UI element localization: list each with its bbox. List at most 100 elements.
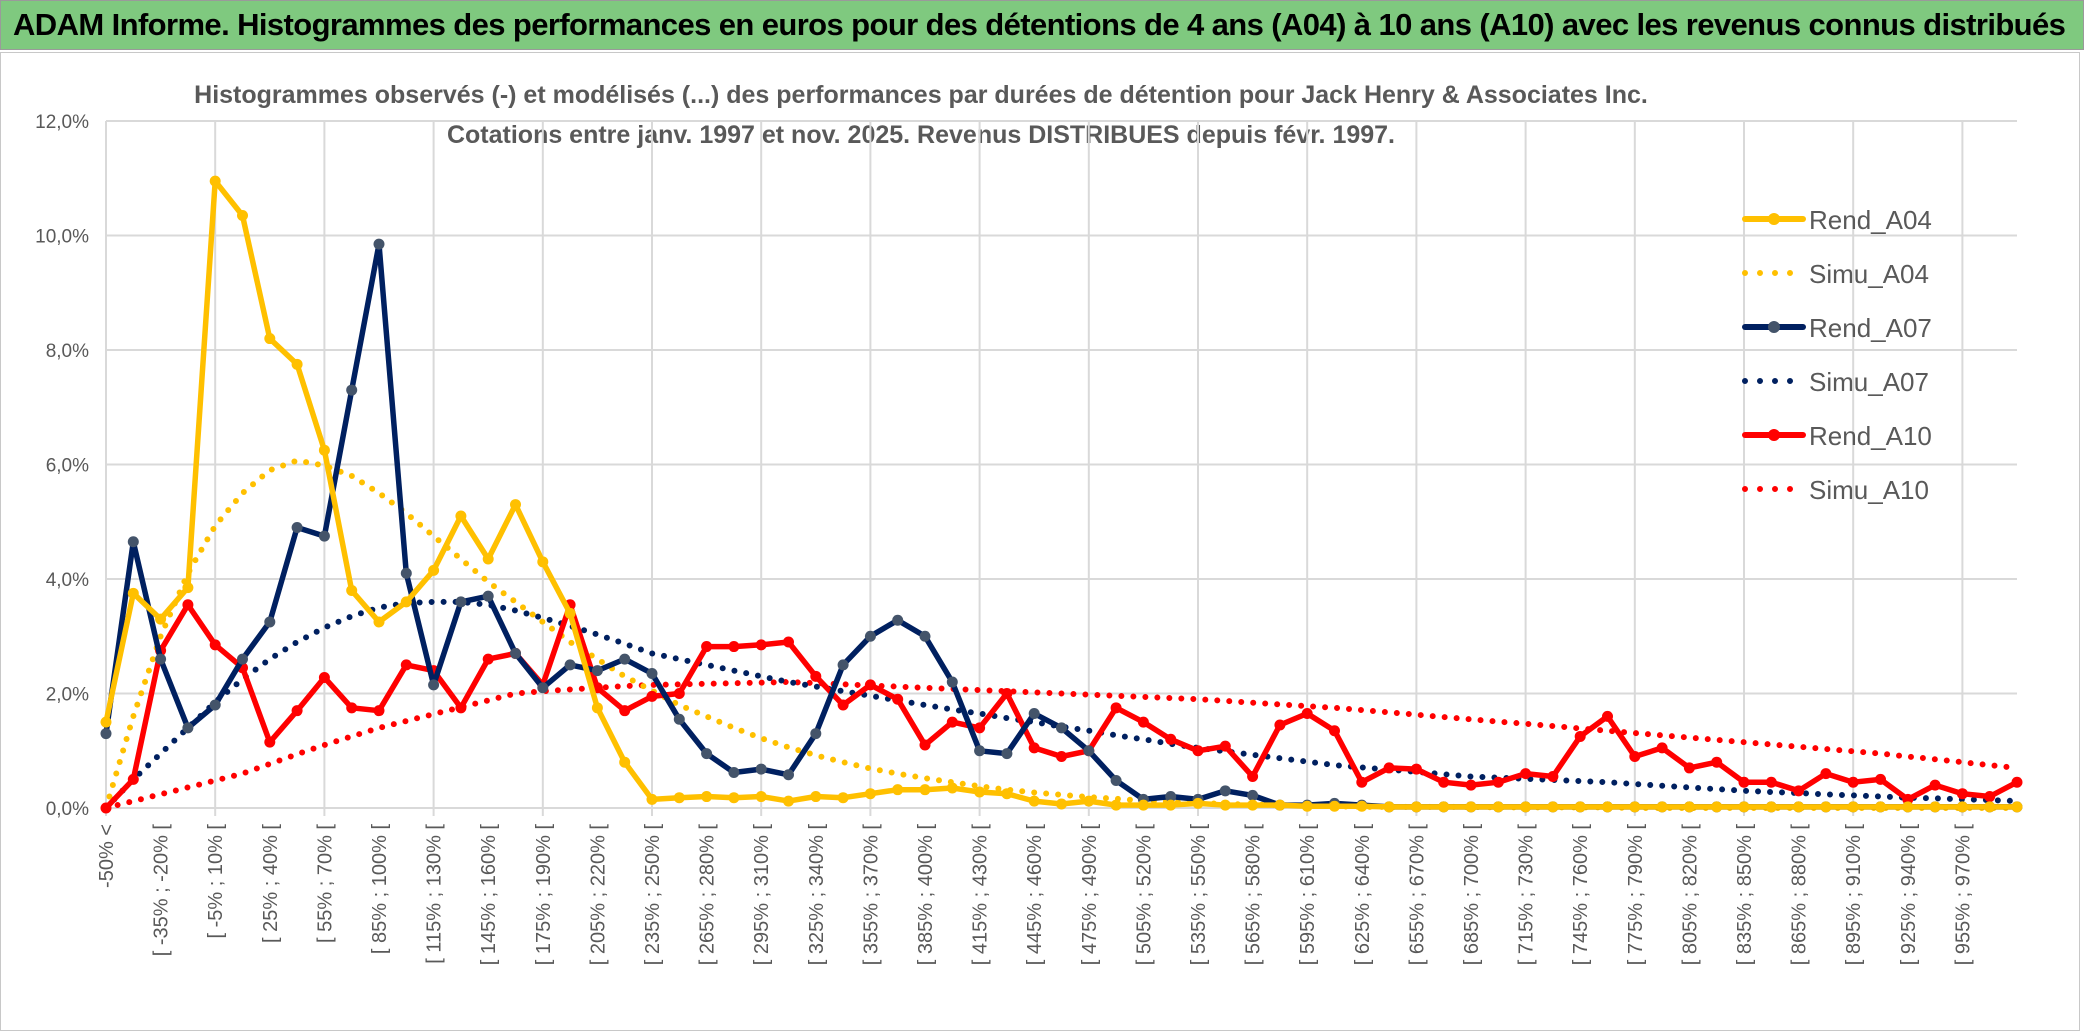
data-point-rend-a04: [455, 510, 467, 522]
data-point-rend-a10: [1329, 725, 1340, 737]
data-point-rend-a10: [400, 659, 412, 671]
data-point-rend-a10: [1301, 708, 1313, 720]
data-point-rend-a10: [1574, 730, 1586, 742]
legend-item-rend-a10: Rend_A10: [1742, 421, 1932, 451]
x-tick-label: [ 25% ; 40% [: [260, 824, 282, 943]
series-simu-a10: [103, 678, 2020, 811]
data-point-rend-a04: [1956, 801, 1968, 813]
data-point-rend-a07: [346, 384, 358, 396]
data-point-rend-a10: [455, 702, 467, 714]
legend-label: Simu_A04: [1809, 259, 1929, 289]
data-point-rend-a04: [755, 791, 767, 803]
data-point-rend-a07: [455, 596, 467, 608]
x-tick-label: [ 865% ; 880% [: [1789, 824, 1811, 966]
legend-label: Simu_A07: [1809, 367, 1929, 397]
legend-swatch-marker: [1768, 429, 1780, 441]
data-point-rend-a10: [1656, 742, 1668, 754]
data-point-rend-a10: [1984, 791, 1996, 803]
data-point-rend-a07: [892, 614, 904, 626]
data-point-rend-a10: [2011, 776, 2023, 788]
data-point-rend-a10: [701, 641, 713, 653]
data-point-rend-a04: [892, 784, 904, 796]
data-point-rend-a07: [783, 769, 794, 781]
legend-item-simu-a10: Simu_A10: [1742, 475, 1929, 505]
x-tick-label: [ 205% ; 220% [: [587, 824, 609, 966]
data-point-rend-a07: [728, 767, 740, 779]
data-point-rend-a10: [1274, 719, 1286, 731]
data-point-rend-a07: [318, 530, 330, 542]
data-point-rend-a07: [1110, 775, 1122, 787]
data-point-rend-a04: [1165, 799, 1177, 811]
data-point-rend-a04: [837, 792, 849, 804]
data-point-rend-a10: [1520, 768, 1532, 780]
data-point-rend-a07: [182, 722, 194, 734]
data-point-rend-a07: [127, 536, 139, 548]
data-point-rend-a07: [100, 728, 112, 740]
x-tick-label: [ 415% ; 430% [: [970, 824, 992, 966]
x-tick-label: [ 745% ; 760% [: [1570, 824, 1592, 966]
data-point-rend-a04: [646, 793, 658, 805]
x-tick-label: [ 895% ; 910% [: [1843, 824, 1865, 966]
data-point-rend-a10: [974, 722, 986, 734]
data-point-rend-a04: [1847, 801, 1859, 813]
x-axis: -50% < [ -35% ; -20% [[ -5% ; 10% [[ 25% …: [96, 824, 1974, 966]
histogram-chart: Histogrammes observés (-) et modélisés (…: [35, 81, 2023, 966]
data-point-rend-a04: [564, 607, 576, 619]
x-tick-label: [ 925% ; 940% [: [1898, 824, 1920, 966]
data-point-rend-a04: [1984, 801, 1996, 813]
data-point-rend-a07: [1219, 785, 1231, 797]
data-point-rend-a10: [728, 641, 740, 653]
data-point-rend-a04: [373, 616, 385, 628]
series-rend-a10: [100, 599, 2023, 814]
data-point-rend-a04: [1656, 801, 1668, 813]
x-tick-label: [ 385% ; 400% [: [915, 824, 937, 966]
x-tick-label: [ 265% ; 280% [: [697, 824, 719, 966]
data-point-rend-a07: [646, 667, 658, 679]
series-line-simu-a10: [103, 678, 2020, 811]
series-rend-a04: [100, 175, 2023, 813]
x-tick-label: [ 355% ; 370% [: [860, 824, 882, 966]
data-point-rend-a07: [673, 713, 685, 725]
data-point-rend-a04: [346, 584, 358, 596]
data-point-rend-a07: [510, 647, 521, 659]
data-point-rend-a04: [1793, 801, 1805, 813]
x-tick-label: [ 625% ; 640% [: [1352, 824, 1374, 966]
data-point-rend-a07: [373, 238, 385, 250]
x-tick-label: -50% <: [96, 824, 118, 888]
data-point-rend-a04: [1547, 801, 1559, 813]
data-point-rend-a10: [1602, 710, 1613, 722]
data-point-rend-a10: [182, 599, 194, 611]
data-point-rend-a04: [1274, 799, 1286, 811]
chart-subtitle: Cotations entre janv. 1997 et nov. 2025.…: [447, 121, 1395, 149]
legend-item-simu-a04: Simu_A04: [1742, 259, 1929, 289]
legend-swatch-marker: [1768, 213, 1780, 225]
x-tick-label: [ 505% ; 520% [: [1133, 824, 1155, 966]
legend-label: Rend_A04: [1809, 205, 1932, 235]
legend-item-simu-a07: Simu_A07: [1742, 367, 1929, 397]
data-point-rend-a04: [182, 582, 194, 594]
data-point-rend-a10: [346, 702, 358, 714]
data-point-rend-a10: [1683, 762, 1695, 774]
data-point-rend-a04: [1929, 801, 1941, 813]
series-group: [100, 175, 2023, 814]
x-tick-label: [ 115% ; 130% [: [424, 824, 446, 964]
data-point-rend-a10: [291, 705, 303, 717]
x-tick-label: [ 805% ; 820% [: [1679, 824, 1701, 966]
data-point-rend-a10: [1165, 733, 1177, 745]
series-rend-a07: [100, 238, 2023, 813]
data-point-rend-a04: [1329, 800, 1340, 812]
data-point-rend-a04: [1683, 801, 1695, 813]
data-point-rend-a04: [1301, 800, 1313, 812]
y-axis: 0,0% 2,0% 4,0% 6,0% 8,0% 10,0% 12,0%: [35, 112, 89, 820]
data-point-rend-a04: [237, 209, 248, 221]
data-point-rend-a04: [591, 702, 603, 714]
data-point-rend-a10: [1956, 788, 1968, 800]
data-point-rend-a10: [646, 690, 658, 702]
data-point-rend-a10: [127, 773, 139, 785]
data-point-rend-a04: [974, 786, 986, 798]
x-tick-label: [ 85% ; 100% [: [369, 824, 391, 955]
data-point-rend-a07: [919, 630, 931, 642]
data-point-rend-a07: [701, 748, 713, 760]
y-tick-label: 12,0%: [35, 112, 89, 133]
y-tick-label: 4,0%: [46, 570, 89, 591]
